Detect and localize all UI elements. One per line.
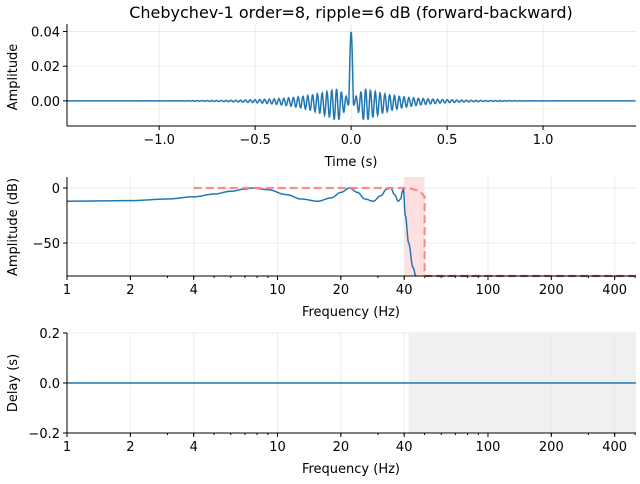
actual-line [66, 186, 417, 277]
y-tick-label: 0.0 [39, 377, 60, 392]
x-tick-label: 0.0 [341, 133, 362, 148]
x-tick-label: 0.5 [437, 133, 458, 148]
y-tick-label: 0.00 [31, 95, 60, 110]
x-axis-label: Frequency (Hz) [302, 462, 400, 477]
y-tick-label: −0.2 [28, 427, 60, 442]
y-tick-label: 0 [52, 182, 60, 197]
x-tick-label: 20 [333, 283, 350, 298]
impulse-response-axes: −1.0 −0.5 0.0 0.5 1.0 0.00 0.02 0.04 [31, 24, 636, 148]
y-axis-label: Amplitude [6, 44, 21, 111]
x-tick-label: 200 [539, 283, 564, 298]
shaded-band [404, 177, 425, 276]
x-tick-label: 4 [190, 440, 198, 455]
x-tick-label: 200 [539, 440, 564, 455]
x-tick-label: 400 [602, 440, 627, 455]
impulse-response-line [66, 31, 636, 120]
y-axis-label: Delay (s) [6, 354, 21, 412]
group-delay-axes: 1 2 4 10 20 40 100 200 400 0.2 0.0 −0.2 [28, 327, 636, 455]
x-tick-label: 400 [602, 283, 627, 298]
x-tick-label: 20 [333, 440, 350, 455]
x-tick-label: 10 [269, 283, 286, 298]
x-tick-label: 1.0 [533, 133, 554, 148]
chart-title: Chebychev-1 order=8, ripple=6 dB (forwar… [129, 3, 573, 22]
x-axis-label: Time (s) [324, 155, 378, 170]
y-axis-label: Amplitude (dB) [6, 178, 21, 276]
x-tick-label: 40 [396, 283, 413, 298]
x-axis-label: Frequency (Hz) [302, 305, 400, 320]
x-tick-label: −0.5 [239, 133, 271, 148]
x-tick-label: −1.0 [143, 133, 175, 148]
magnitude-response-axes: 1 2 4 10 20 40 100 200 400 0 −50 [33, 177, 636, 298]
x-tick-label: 10 [269, 440, 286, 455]
x-tick-label: 1 [63, 283, 71, 298]
ideal-line [193, 186, 636, 278]
x-tick-label: 4 [190, 283, 198, 298]
y-tick-label: 0.2 [39, 327, 60, 342]
x-tick-label: 100 [476, 283, 501, 298]
x-tick-label: 1 [63, 440, 71, 455]
x-tick-label: 2 [126, 440, 134, 455]
y-tick-label: 0.04 [31, 25, 60, 40]
y-tick-label: 0.02 [31, 60, 60, 75]
x-tick-label: 40 [396, 440, 413, 455]
x-tick-label: 2 [126, 283, 134, 298]
x-tick-label: 100 [476, 440, 501, 455]
y-tick-label: −50 [33, 237, 60, 252]
